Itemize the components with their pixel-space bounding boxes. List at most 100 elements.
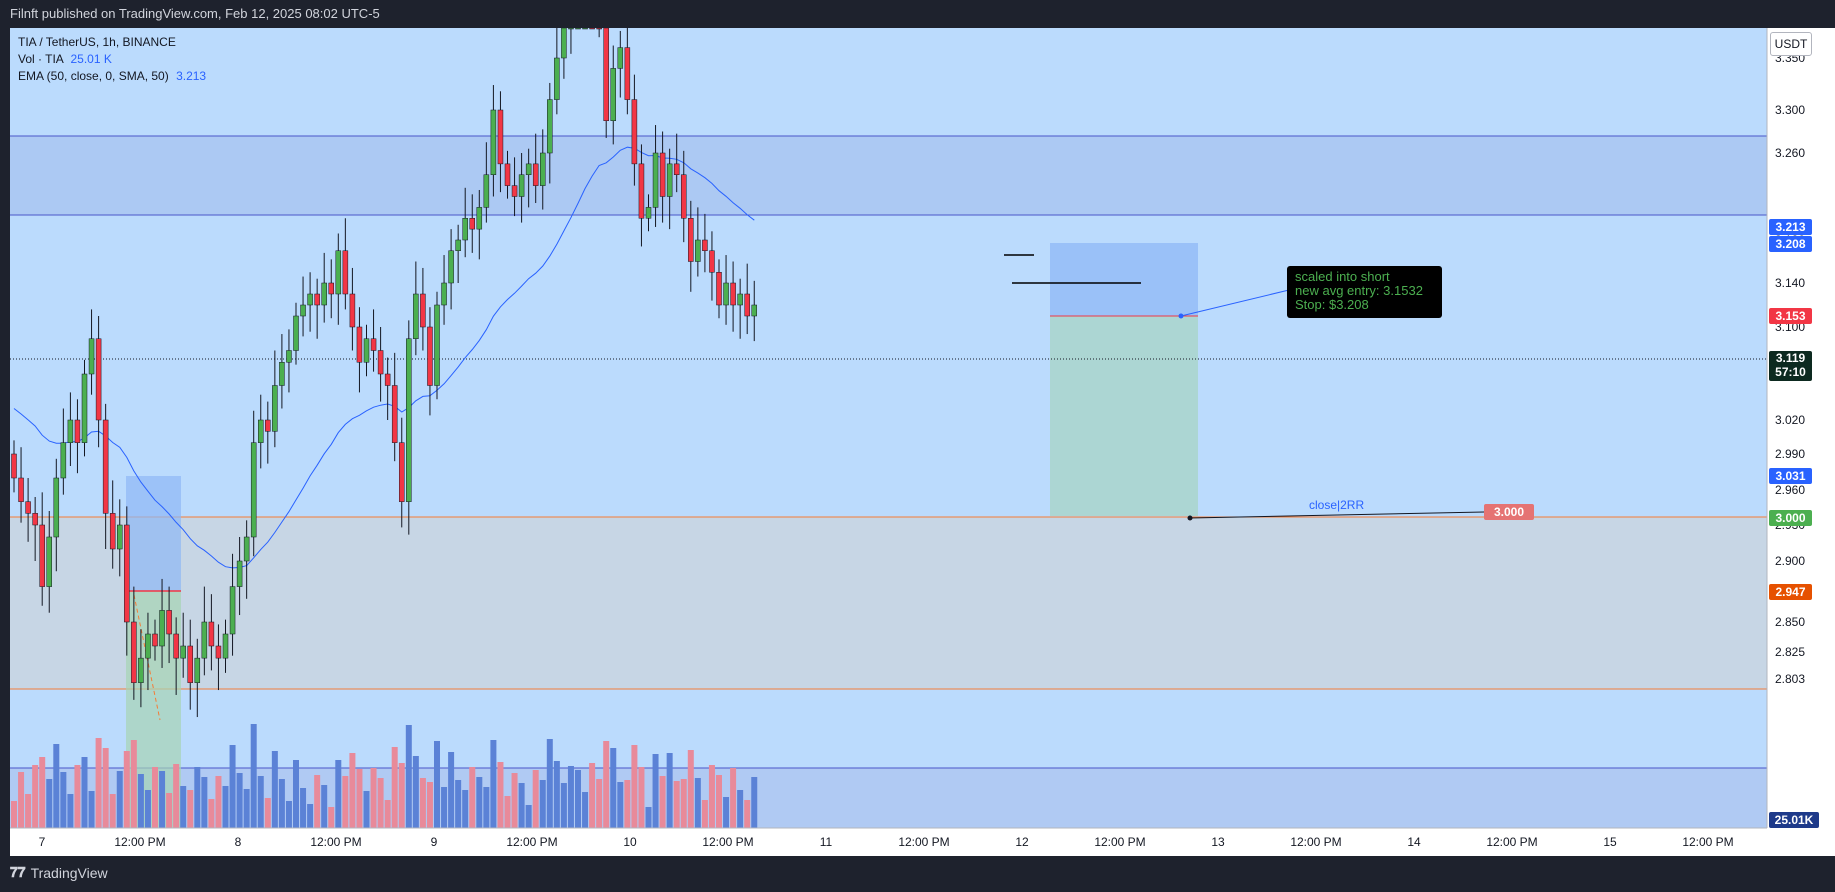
volume-bar — [32, 765, 39, 828]
candle-body — [293, 315, 299, 351]
volume-bar — [525, 805, 532, 828]
candle-body — [152, 633, 158, 647]
volume-bar — [560, 783, 567, 828]
candle-body — [258, 419, 264, 443]
volume-bar — [716, 775, 722, 828]
time-tick-label: 12:00 PM — [310, 835, 361, 849]
candle-body — [321, 282, 327, 306]
candle-body — [272, 385, 278, 432]
target-line-anchor — [1187, 515, 1193, 521]
volume-bar — [293, 760, 299, 828]
volume-bar — [67, 794, 74, 828]
volume-bar — [666, 753, 673, 828]
candle-body — [243, 536, 250, 562]
volume-bar — [504, 796, 511, 828]
volume-bar — [638, 767, 645, 828]
volume-bar — [694, 778, 701, 828]
volume-bar — [539, 780, 546, 828]
volume-bar — [377, 778, 384, 828]
volume-bar — [187, 790, 194, 828]
volume-bar — [434, 741, 440, 828]
price-tick-label: 3.140 — [1775, 276, 1805, 290]
volume-bar — [229, 745, 236, 828]
candle-body — [744, 293, 750, 317]
volume-bar — [567, 766, 574, 828]
candle-body — [420, 293, 426, 328]
prior-trade-risk-box — [126, 476, 181, 591]
note-line-1: scaled into short — [1295, 269, 1390, 284]
stop-price-tag: 3.208 — [1769, 236, 1812, 252]
candle-body — [596, 27, 602, 30]
volume-bar — [624, 780, 631, 828]
prior-entry-price-tag: 2.947 — [1769, 584, 1812, 600]
tradingview-logo[interactable]: 𝟕𝟕 TradingView — [10, 865, 108, 881]
callout-anchor — [1178, 313, 1184, 319]
volume-bar — [652, 754, 659, 828]
tradingview-logo-icon: 𝟕𝟕 — [10, 865, 26, 881]
trade-note-callout[interactable]: scaled into short new avg entry: 3.1532 … — [1287, 266, 1442, 318]
volume-bar — [391, 747, 398, 828]
volume-bar — [723, 797, 730, 828]
candle-body — [74, 419, 81, 443]
volume-bar — [701, 800, 708, 828]
ema-low-price-tag: 3.031 — [1769, 468, 1812, 484]
candle-body — [32, 513, 38, 526]
candle-body — [617, 47, 624, 69]
candle-body — [716, 272, 722, 306]
legend-ema[interactable]: EMA (50, close, 0, SMA, 50) 3.213 — [18, 68, 206, 85]
candle-body — [88, 338, 95, 375]
volume-bar — [271, 751, 278, 828]
volume-bar — [405, 725, 412, 828]
time-tick-label: 14 — [1407, 835, 1421, 849]
support-zone — [10, 517, 1767, 689]
candle-body — [145, 633, 151, 659]
candle-body — [681, 174, 687, 219]
volume-bar — [744, 800, 751, 828]
candle-body — [730, 282, 736, 306]
time-tick-label: 12:00 PM — [506, 835, 557, 849]
volume-bar — [123, 751, 130, 828]
close-2rr-label: close|2RR — [1309, 498, 1365, 512]
volume-bar — [222, 786, 229, 828]
candle-body — [518, 174, 525, 197]
candle-body — [335, 250, 342, 295]
legend-volume[interactable]: Vol · TIA 25.01 K — [18, 51, 206, 68]
candle-body — [279, 362, 285, 386]
candle-body — [652, 152, 659, 208]
volume-bar — [673, 781, 680, 828]
volume-bar — [441, 787, 448, 828]
volume-bar — [180, 786, 187, 828]
candle-body — [561, 27, 567, 59]
volume-bar — [243, 789, 250, 828]
publish-text: Filnft published on TradingView.com, Feb… — [10, 6, 380, 21]
volume-bar — [264, 798, 271, 828]
legend-symbol[interactable]: TIA / TetherUS, 1h, BINANCE — [18, 35, 176, 49]
volume-bar — [81, 757, 88, 828]
volume-bar — [483, 787, 490, 828]
volume-bar — [314, 775, 321, 828]
currency-button[interactable]: USDT — [1770, 32, 1812, 56]
candle-body — [751, 304, 757, 317]
candle-body — [60, 442, 67, 479]
time-tick-label: 11 — [820, 835, 833, 849]
volume-bar — [342, 776, 349, 828]
candle-body — [39, 524, 45, 587]
tradingview-brand: TradingView — [30, 865, 108, 881]
volume-bar — [680, 779, 687, 828]
candle-body — [53, 477, 60, 538]
candle-body — [441, 282, 447, 306]
candle-body — [427, 326, 433, 386]
candle-body — [356, 326, 363, 363]
volume-bar — [11, 801, 17, 828]
candle-body — [307, 293, 313, 306]
volume-bar — [300, 788, 307, 828]
volume-bar — [349, 753, 356, 828]
candle-body — [25, 501, 31, 514]
candle-body — [511, 185, 518, 197]
candle-body — [349, 293, 356, 328]
volume-bar — [25, 794, 32, 828]
volume-bar — [39, 757, 46, 828]
candle-body — [46, 536, 52, 587]
candle-body — [645, 207, 652, 219]
